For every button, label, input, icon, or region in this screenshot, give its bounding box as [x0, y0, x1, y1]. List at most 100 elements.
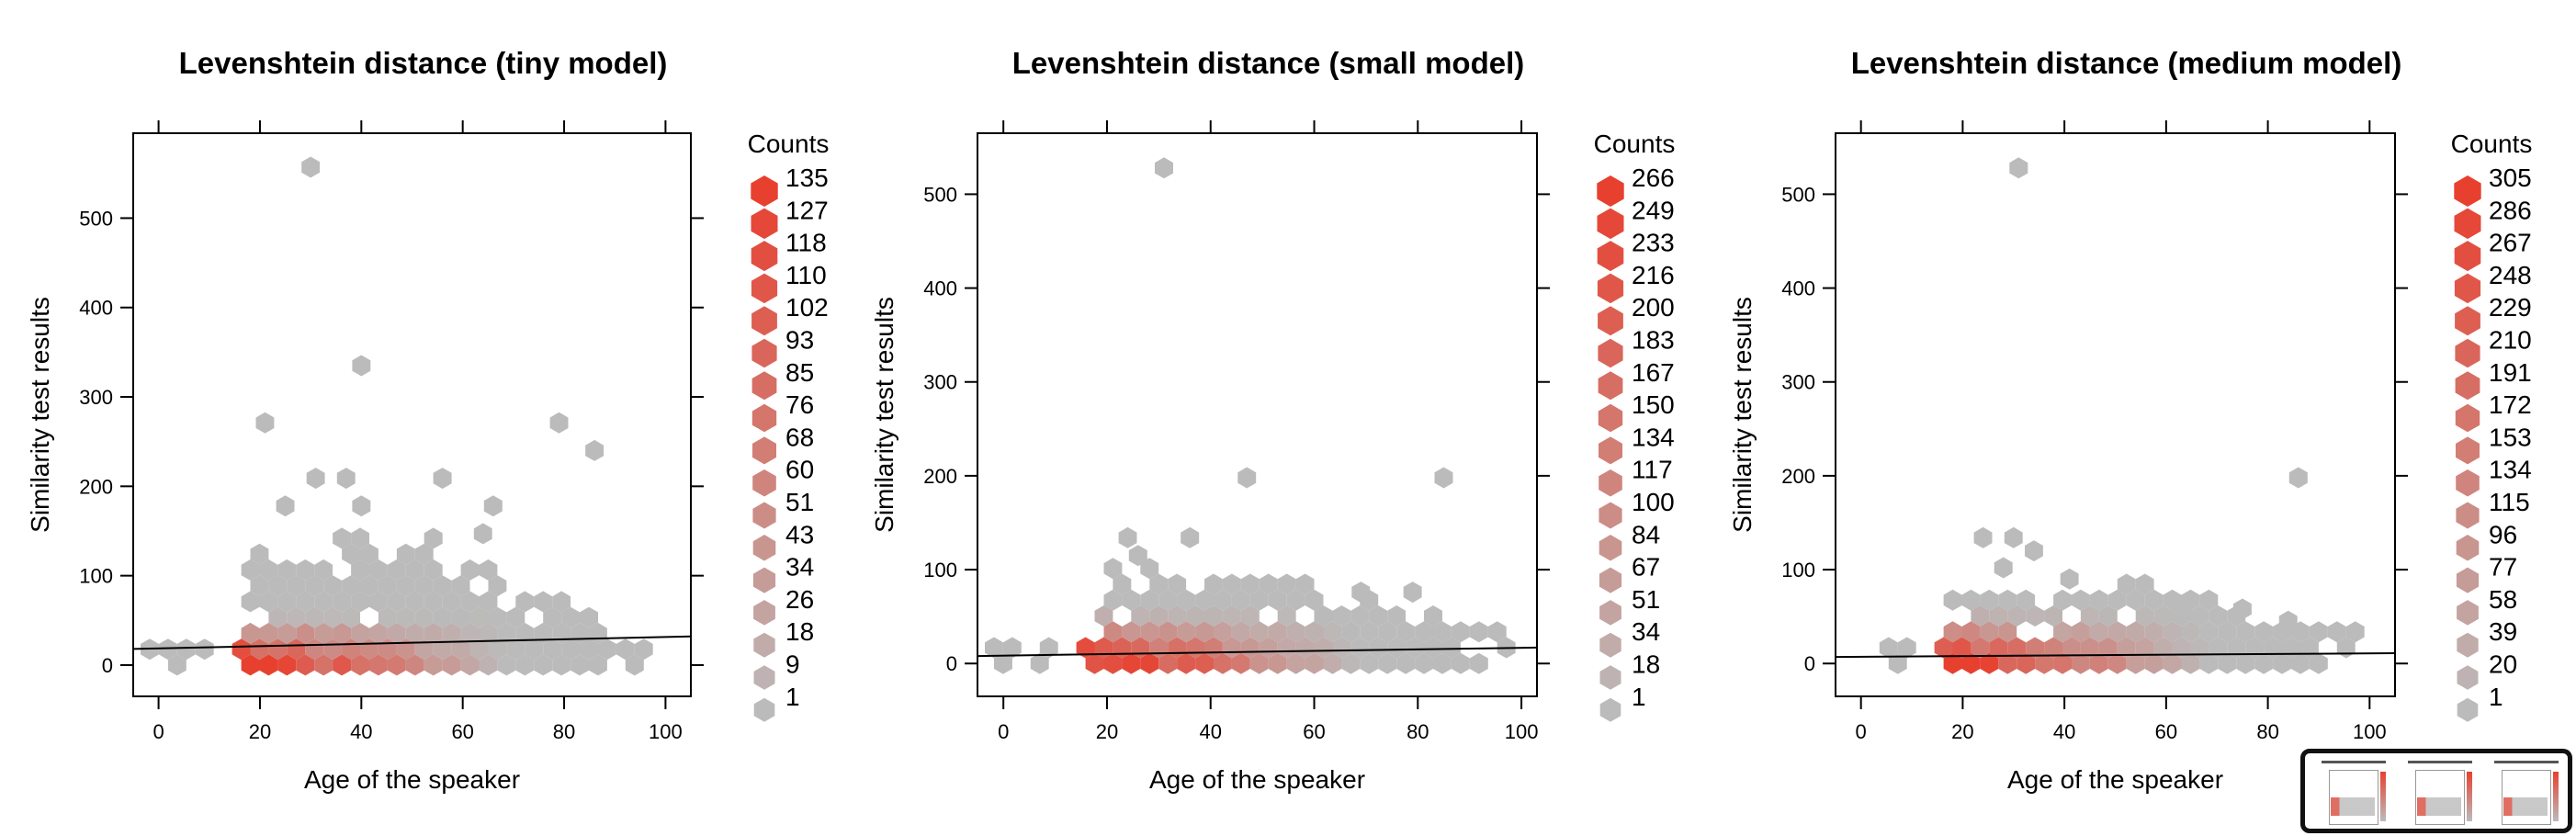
hex-cell	[534, 591, 553, 613]
hex-cell	[1305, 652, 1324, 674]
hex-cell	[552, 591, 571, 613]
hex-cell	[369, 622, 388, 644]
legend: Counts2662492332162001831671501341171008…	[1594, 130, 1675, 722]
hex-cell	[405, 654, 424, 676]
hex-cell	[1469, 621, 1488, 643]
legend-value: 9	[785, 650, 800, 679]
hex-cell	[2089, 589, 2108, 611]
hex-cell	[1943, 589, 1962, 611]
hex-cell	[1961, 621, 1981, 643]
chart-panel-tiny: Levenshtein distance (tiny model) 0 20 40 60…	[26, 46, 829, 794]
hex-cell	[268, 638, 288, 661]
minimap-panel-small	[2399, 761, 2480, 829]
legend-hex	[751, 273, 778, 304]
y-tick-label: 100	[1781, 559, 1815, 582]
hex-cell	[433, 638, 452, 661]
hex-cell	[2144, 621, 2164, 643]
y-tick-label: 300	[1781, 371, 1815, 394]
hex-outlier	[2004, 526, 2023, 548]
legend-hex	[753, 600, 775, 626]
legend-hex	[1599, 535, 1622, 561]
legend-value: 135	[785, 164, 829, 192]
hex-cell	[2181, 652, 2200, 674]
hex-cell	[2017, 589, 2036, 611]
hex-cell	[2053, 621, 2072, 643]
hex-cell	[1369, 637, 1388, 659]
hex-cell	[351, 622, 369, 644]
hex-cell	[1122, 589, 1141, 611]
hex-cell	[2098, 637, 2118, 659]
hex-cell	[534, 622, 553, 644]
hex-cell	[2072, 652, 2090, 674]
legend-hex	[1599, 469, 1622, 497]
hex-cell	[1277, 573, 1296, 595]
hex-cell	[2190, 637, 2209, 659]
legend-hex	[2456, 567, 2480, 593]
hex-cell	[479, 622, 498, 644]
legend-value: 200	[1632, 293, 1675, 322]
legend-value: 110	[785, 261, 827, 289]
legend-value: 34	[1632, 617, 1660, 646]
y-tick-label: 500	[79, 207, 113, 230]
legend-hex	[2456, 436, 2480, 465]
legend-hex	[2457, 600, 2479, 626]
hex-cell	[2209, 637, 2228, 659]
hex-cell	[2053, 652, 2072, 674]
hex-cell	[1341, 652, 1361, 674]
hex-cell	[460, 591, 480, 613]
hex-cell	[314, 559, 333, 581]
y-tick-label: 500	[1781, 183, 1815, 206]
legend-hex	[1599, 436, 1622, 465]
hex-cell	[369, 559, 388, 581]
hex-cell	[305, 606, 324, 628]
legend-value: 216	[1632, 261, 1675, 289]
hex-cell	[2107, 621, 2127, 643]
hex-cell	[1378, 621, 1397, 643]
hex-cell	[515, 591, 535, 613]
hex-cell	[1305, 589, 1324, 611]
hex-cell	[1360, 652, 1379, 674]
legend-hex	[751, 208, 778, 240]
legend-value: 77	[2489, 553, 2517, 582]
hex-cell	[634, 638, 653, 661]
hex-cell	[2236, 652, 2255, 674]
hex-cell	[2126, 589, 2145, 611]
hex-cell	[241, 654, 260, 676]
hex-cell	[387, 591, 406, 613]
legend-value: 127	[785, 196, 829, 224]
hex-cell	[277, 591, 297, 613]
legend-value: 117	[1632, 456, 1673, 484]
hex-cell	[451, 638, 470, 661]
hex-cell	[479, 591, 498, 613]
hex-cell	[433, 606, 452, 628]
hex-cell	[1195, 589, 1214, 611]
hex-cell	[616, 638, 635, 661]
hex-cell	[2209, 605, 2228, 627]
legend-hex	[751, 306, 777, 336]
hex-cell	[1451, 621, 1470, 643]
hex-cell	[1268, 621, 1287, 643]
legend-value: 183	[1632, 326, 1675, 355]
hex-cell	[1424, 605, 1442, 627]
hex-cell	[1103, 652, 1123, 674]
hex-cell	[1360, 621, 1379, 643]
y-tick-label: 300	[79, 386, 113, 409]
hex-cell	[1149, 605, 1169, 627]
hex-cell	[1323, 621, 1342, 643]
hex-cell	[259, 591, 278, 613]
hex-cell	[1943, 621, 1962, 643]
legend-hex	[751, 338, 777, 368]
hex-cell	[369, 591, 388, 613]
plot-frame	[977, 132, 1538, 697]
legend-hex	[752, 502, 776, 529]
hex-cell	[1378, 652, 1397, 674]
hex-cell	[287, 638, 306, 661]
hex-cell	[414, 606, 434, 628]
legend-value: 153	[2489, 423, 2532, 451]
hex-cell	[2190, 605, 2209, 627]
hex-cell	[405, 591, 424, 613]
x-tick-label: 0	[1856, 720, 1867, 743]
minimap-thumbnail[interactable]	[2300, 749, 2572, 833]
y-tick-label: 400	[923, 277, 957, 300]
hex-outlier	[2009, 157, 2028, 179]
